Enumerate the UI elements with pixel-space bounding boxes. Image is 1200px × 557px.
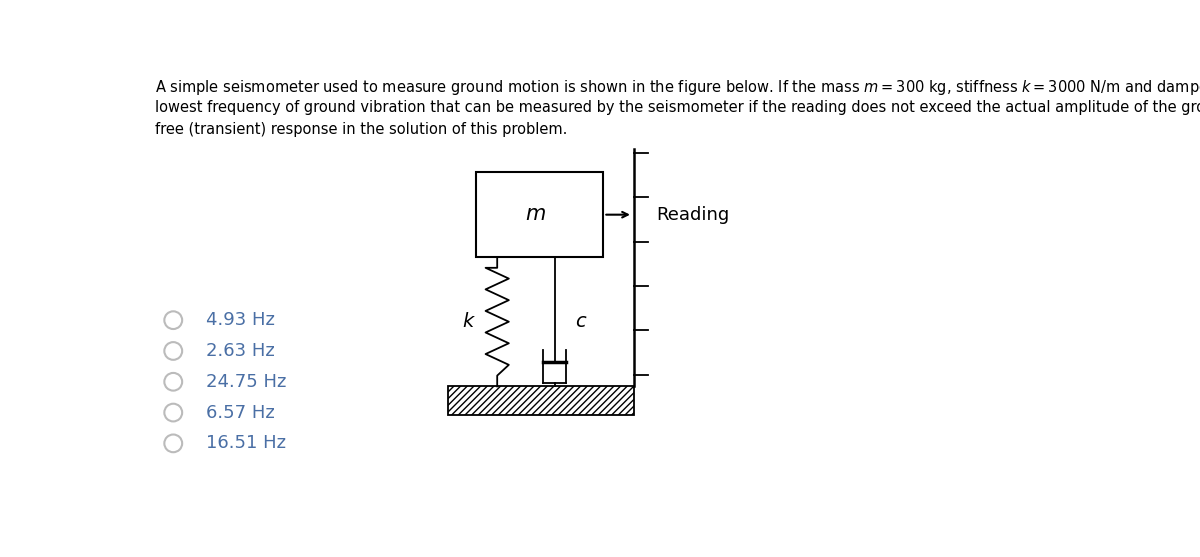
Text: Reading: Reading (656, 206, 730, 224)
Bar (449, 387, 635, 415)
Text: 6.57 Hz: 6.57 Hz (206, 404, 275, 422)
Text: $m$: $m$ (526, 205, 546, 224)
Text: lowest frequency of ground vibration that can be measured by the seismometer if : lowest frequency of ground vibration tha… (156, 100, 1200, 115)
Text: 24.75 Hz: 24.75 Hz (206, 373, 286, 391)
Text: 4.93 Hz: 4.93 Hz (206, 311, 275, 329)
Text: 16.51 Hz: 16.51 Hz (206, 434, 286, 452)
Text: free (transient) response in the solution of this problem.: free (transient) response in the solutio… (156, 123, 568, 137)
Text: $c$: $c$ (576, 312, 588, 331)
Text: A simple seismometer used to measure ground motion is shown in the figure below.: A simple seismometer used to measure gro… (156, 79, 1200, 97)
Text: $k$: $k$ (462, 312, 475, 331)
Text: 2.63 Hz: 2.63 Hz (206, 342, 275, 360)
Bar (475, 172, 604, 257)
